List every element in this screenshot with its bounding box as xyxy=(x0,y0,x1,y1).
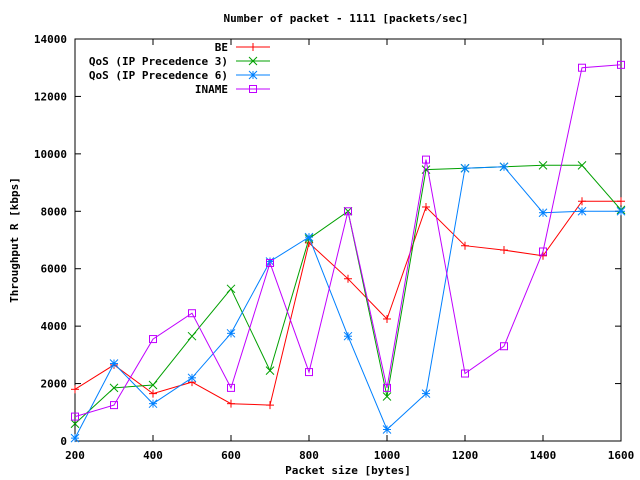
x-axis-label: Packet size [bytes] xyxy=(285,464,411,477)
data-point-be xyxy=(461,241,469,250)
y-tick-label: 2000 xyxy=(41,378,68,391)
data-point-qos-ip-precedence-3 xyxy=(148,380,158,390)
x-tick-label: 800 xyxy=(299,449,319,462)
legend-marker xyxy=(248,56,258,66)
y-tick-label: 6000 xyxy=(41,263,68,276)
data-point-iname xyxy=(110,401,118,410)
data-point-iname xyxy=(71,412,79,421)
data-point-iname xyxy=(539,247,547,256)
x-tick-label: 200 xyxy=(65,449,85,462)
data-point-qos-ip-precedence-3 xyxy=(538,160,548,170)
y-tick-label: 4000 xyxy=(41,320,68,333)
legend-marker xyxy=(248,70,258,80)
data-point-iname xyxy=(500,342,508,351)
data-point-qos-ip-precedence-6 xyxy=(226,328,236,338)
data-point-qos-ip-precedence-3 xyxy=(382,392,392,401)
data-point-be xyxy=(383,314,391,323)
data-point-iname xyxy=(344,207,352,216)
legend-entry-qos-ip-precedence-6: QoS (IP Precedence 6) xyxy=(89,69,270,82)
data-point-be xyxy=(500,246,508,255)
data-point-be xyxy=(539,251,547,260)
data-point-iname xyxy=(305,368,313,377)
legend-label: QoS (IP Precedence 3) xyxy=(89,55,228,68)
data-point-iname xyxy=(422,155,430,164)
y-tick-label: 14000 xyxy=(34,33,67,46)
plot-frame xyxy=(74,38,622,442)
legend-label: INAME xyxy=(195,83,228,96)
data-point-qos-ip-precedence-3 xyxy=(70,419,80,429)
series-line-be xyxy=(74,200,621,406)
data-point-be xyxy=(266,401,274,410)
data-point-qos-ip-precedence-6 xyxy=(70,433,80,443)
legend-entry-be: BE xyxy=(215,41,270,54)
series-line-iname xyxy=(74,64,622,418)
data-point-be xyxy=(617,197,625,206)
axis-ticks: 0 2000 4000 6000 8000 10000 12000 14000 200 400 60… xyxy=(34,33,634,462)
data-point-be xyxy=(344,274,352,283)
legend-entry-iname: INAME xyxy=(195,83,270,96)
x-tick-label: 1400 xyxy=(530,449,557,462)
data-point-qos-ip-precedence-3 xyxy=(577,160,587,170)
data-point-qos-ip-precedence-6 xyxy=(460,163,470,173)
x-tick-label: 400 xyxy=(143,449,163,462)
series-layer xyxy=(70,60,626,443)
series-qos-ip-precedence-6 xyxy=(70,162,626,443)
data-point-qos-ip-precedence-3 xyxy=(265,366,275,376)
legend-marker xyxy=(249,43,257,51)
series-line-qos-ip-precedence-3 xyxy=(74,164,622,425)
data-point-be xyxy=(149,389,157,398)
data-point-qos-ip-precedence-6 xyxy=(343,331,353,341)
y-tick-label: 10000 xyxy=(34,148,67,161)
data-point-qos-ip-precedence-6 xyxy=(616,206,626,216)
series-be xyxy=(71,197,625,410)
data-point-qos-ip-precedence-3 xyxy=(187,331,197,341)
data-point-be xyxy=(422,202,430,211)
data-point-qos-ip-precedence-6 xyxy=(109,359,119,368)
x-tick-label: 1600 xyxy=(608,449,635,462)
data-point-qos-ip-precedence-6 xyxy=(577,206,587,216)
data-point-iname xyxy=(461,369,469,378)
y-tick-label: 0 xyxy=(60,435,67,448)
x-tick-label: 1200 xyxy=(452,449,479,462)
chart-title: Number of packet - 1111 [packets/sec] xyxy=(223,12,468,25)
data-point-qos-ip-precedence-6 xyxy=(421,389,431,398)
data-point-iname xyxy=(149,335,157,344)
data-point-qos-ip-precedence-6 xyxy=(304,232,314,242)
data-point-be xyxy=(227,399,235,408)
legend-label: QoS (IP Precedence 6) xyxy=(89,69,228,82)
data-point-be xyxy=(578,197,586,206)
y-tick-label: 8000 xyxy=(41,205,68,218)
legend-marker xyxy=(249,85,257,93)
data-point-be xyxy=(71,385,79,394)
data-point-qos-ip-precedence-6 xyxy=(187,373,197,383)
data-point-iname xyxy=(188,309,196,318)
data-point-qos-ip-precedence-6 xyxy=(148,399,158,409)
data-point-qos-ip-precedence-6 xyxy=(382,425,392,434)
x-tick-label: 1000 xyxy=(374,449,401,462)
series-qos-ip-precedence-3 xyxy=(70,160,626,429)
legend-entry-qos-ip-precedence-3: QoS (IP Precedence 3) xyxy=(89,55,270,68)
x-tick-label: 600 xyxy=(221,449,241,462)
y-axis-label: Throughput R [kbps] xyxy=(8,177,21,303)
series-iname xyxy=(71,60,625,421)
data-point-qos-ip-precedence-3 xyxy=(226,284,236,294)
y-tick-label: 12000 xyxy=(34,90,67,103)
data-point-iname xyxy=(578,63,586,72)
data-point-qos-ip-precedence-6 xyxy=(499,162,509,172)
data-point-iname xyxy=(617,60,625,69)
data-point-qos-ip-precedence-3 xyxy=(109,383,119,393)
legend-label: BE xyxy=(215,41,228,54)
data-point-qos-ip-precedence-6 xyxy=(538,208,548,218)
data-point-iname xyxy=(383,383,391,392)
data-point-iname xyxy=(227,383,235,392)
data-point-iname xyxy=(266,258,274,267)
